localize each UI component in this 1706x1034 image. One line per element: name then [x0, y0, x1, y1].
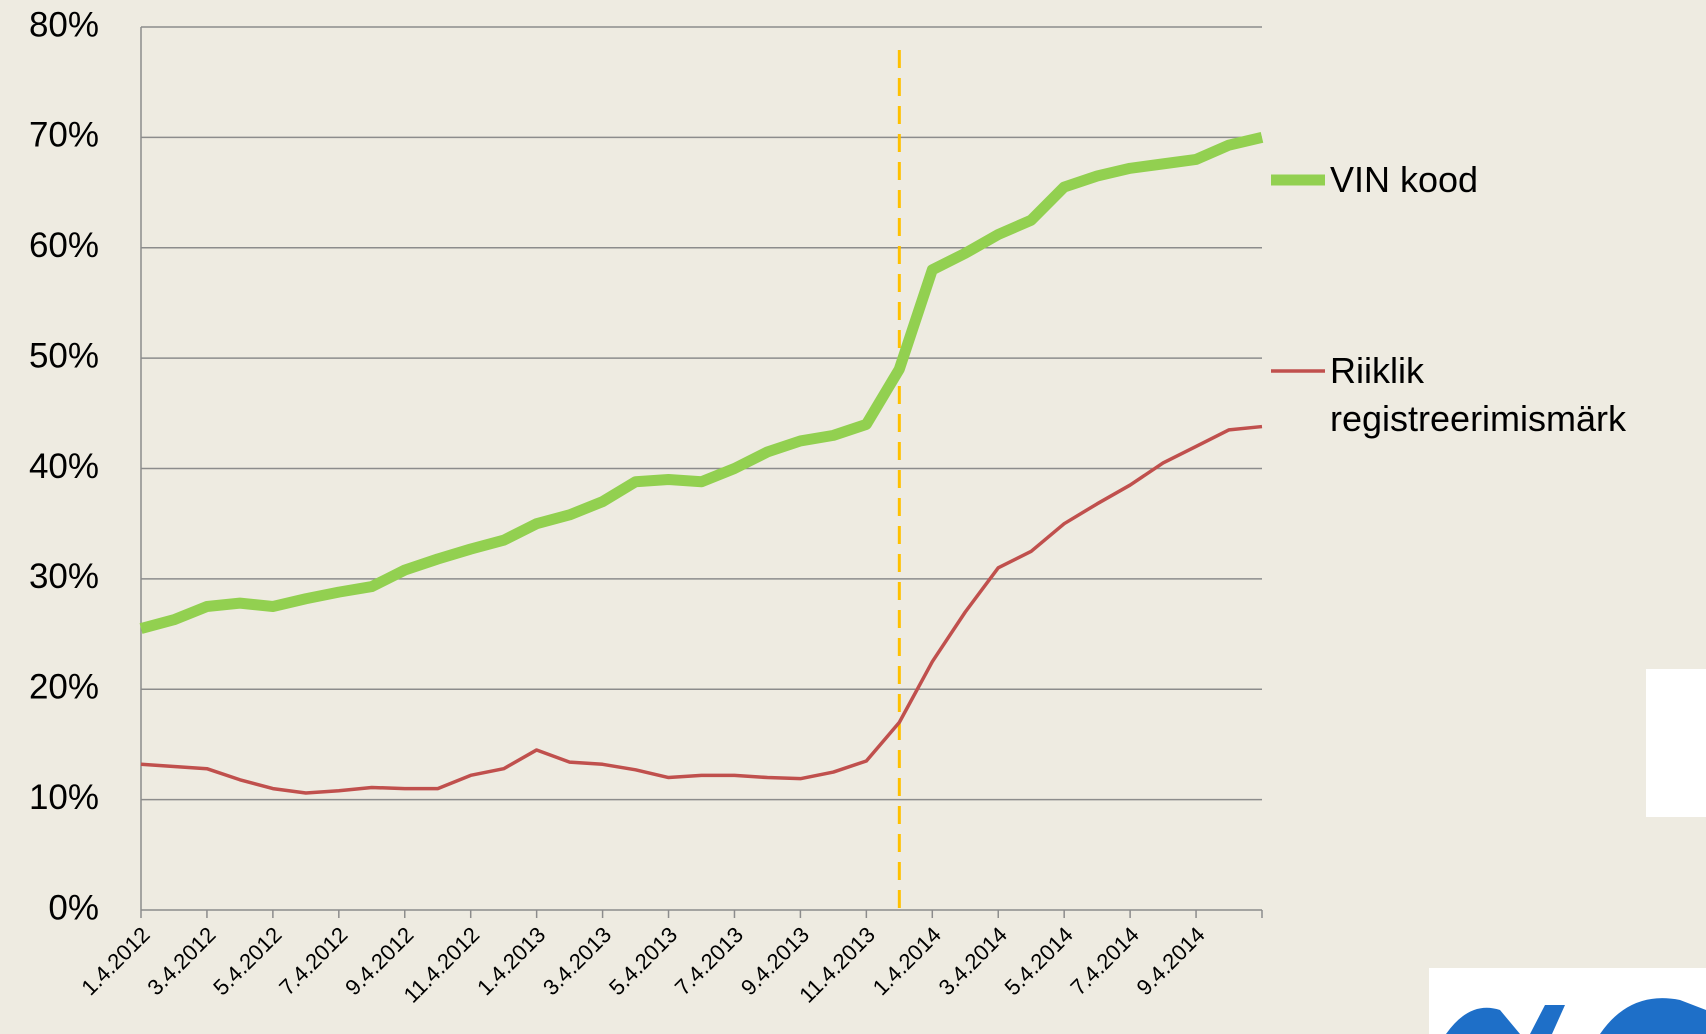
y-tick-label: 40%: [29, 447, 99, 486]
x-tick-label: 7.4.2013: [670, 922, 748, 1000]
x-tick-label: 7.4.2014: [1066, 922, 1144, 1000]
y-tick-label: 50%: [29, 336, 99, 375]
x-tick-label: 7.4.2012: [274, 922, 352, 1000]
x-tick-label: 5.4.2013: [604, 922, 682, 1000]
x-tick-label: 3.4.2014: [934, 922, 1012, 1000]
x-tick-label: 5.4.2012: [208, 922, 286, 1000]
legend-label: VIN kood: [1330, 159, 1479, 200]
x-tick-label: 5.4.2014: [1000, 922, 1078, 1000]
series-line: [140, 424, 1263, 795]
y-tick-label: 70%: [29, 116, 99, 155]
y-tick-label: 80%: [29, 5, 99, 44]
y-tick-label: 30%: [29, 557, 99, 596]
x-tick-label: 1.4.2014: [868, 922, 946, 1000]
x-tick-label: 1.4.2013: [472, 922, 550, 1000]
logo: [1446, 998, 1706, 1034]
x-tick-label: 9.4.2014: [1131, 922, 1209, 1000]
x-tick-label: 1.4.2012: [76, 922, 154, 1000]
series-line: [139, 132, 1264, 634]
y-tick-label: 60%: [29, 226, 99, 265]
y-tick-label: 20%: [29, 668, 99, 707]
y-tick-label: 0%: [48, 888, 99, 927]
legend-label: Riiklik registreerimismärk: [1330, 350, 1627, 439]
x-tick-label: 3.4.2013: [538, 922, 616, 1000]
white-box: [1646, 669, 1706, 817]
y-tick-label: 10%: [29, 778, 99, 817]
x-tick-label: 3.4.2012: [142, 922, 220, 1000]
